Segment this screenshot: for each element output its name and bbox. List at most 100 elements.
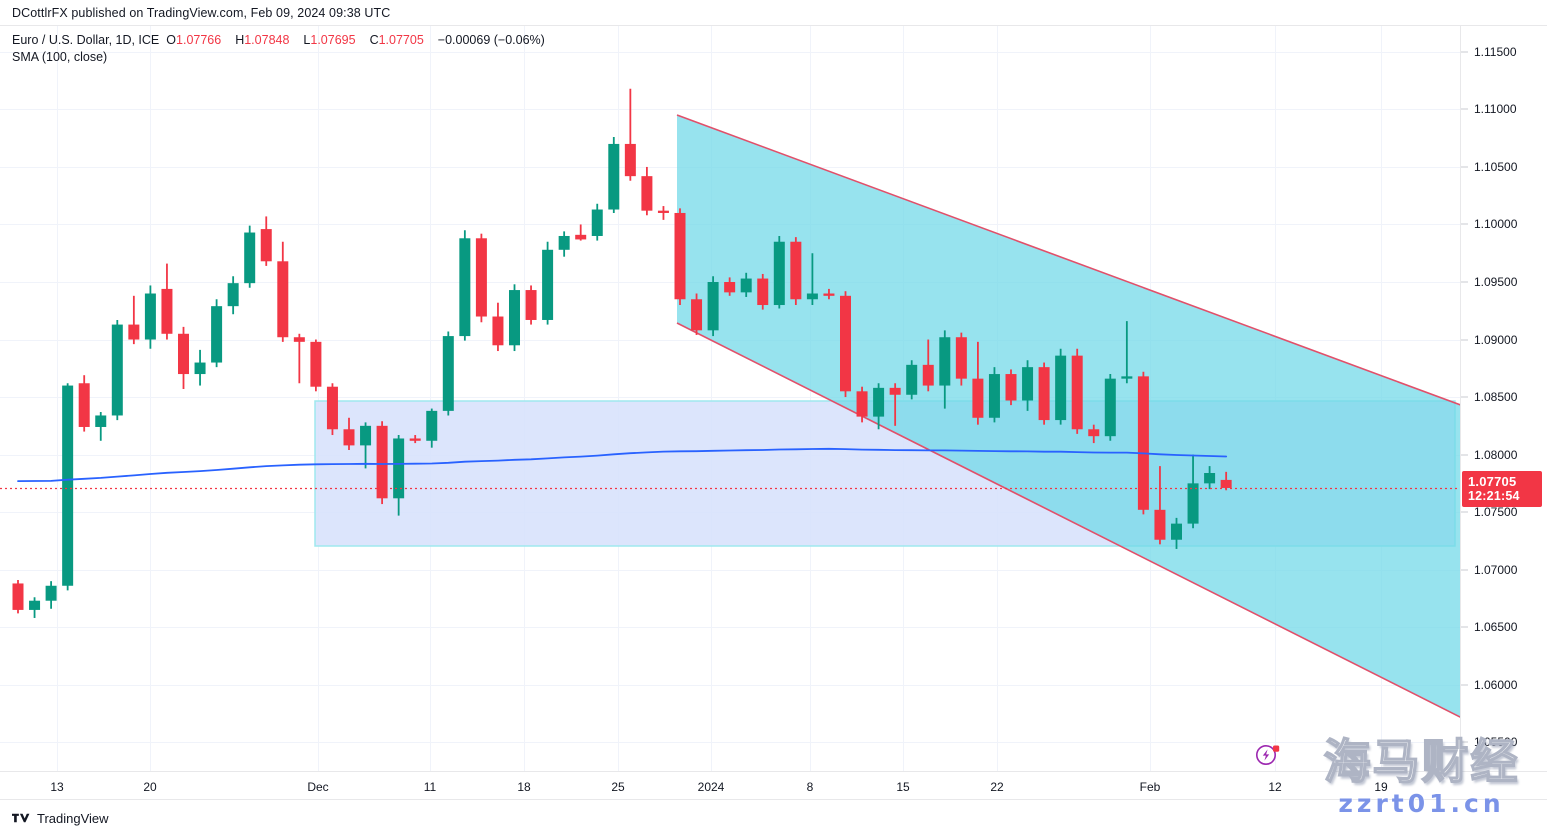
- price-tick-label: 1.08000: [1474, 447, 1518, 462]
- candle-body: [227, 283, 239, 307]
- candle-body: [260, 229, 272, 262]
- price-tick-dash: [1461, 741, 1468, 743]
- price-tick-dash: [1461, 51, 1468, 53]
- candle-body: [144, 293, 156, 340]
- ohlc-low: L1.07695: [303, 33, 356, 47]
- candle-body: [955, 337, 967, 379]
- candle-body: [1121, 376, 1133, 379]
- candlestick-series[interactable]: [12, 88, 1232, 618]
- candle-body: [393, 438, 405, 499]
- candle-body: [806, 293, 818, 300]
- price-tick-label: 1.05500: [1474, 735, 1518, 750]
- price-tick-dash: [1461, 454, 1468, 456]
- candle-body: [1055, 355, 1067, 421]
- chart-canvas: [0, 26, 1460, 771]
- time-tick-label: 25: [611, 780, 625, 794]
- candle-body: [773, 241, 785, 306]
- candle-body: [1104, 378, 1116, 437]
- candle-body: [988, 374, 1000, 418]
- indicator-label[interactable]: SMA (100, close): [12, 50, 108, 64]
- time-tick-label: 22: [990, 780, 1004, 794]
- high-value: 1.07848: [244, 33, 290, 47]
- candle-body: [12, 583, 24, 610]
- price-tick-dash: [1461, 684, 1468, 686]
- ohlc-high: H1.07848: [235, 33, 290, 47]
- close-value: 1.07705: [378, 33, 424, 47]
- price-tick-label: 1.10000: [1474, 217, 1518, 232]
- candle-body: [558, 235, 570, 250]
- price-tick-dash: [1461, 569, 1468, 571]
- candle-body: [95, 415, 107, 427]
- tradingview-logo[interactable]: TradingView: [12, 811, 109, 826]
- candle-body: [244, 232, 256, 284]
- chart-plot-area[interactable]: [0, 26, 1460, 771]
- price-tick-dash: [1461, 511, 1468, 513]
- price-tick-dash: [1461, 626, 1468, 628]
- candle-body: [525, 290, 537, 320]
- chart-legend: Euro / U.S. Dollar, 1D, ICE O1.07766 H1.…: [12, 33, 545, 65]
- candle-body: [1154, 509, 1166, 540]
- candle-body: [922, 364, 934, 386]
- candle-body: [360, 425, 372, 446]
- channel-lower-line[interactable]: [676, 322, 1460, 720]
- candle-body: [707, 282, 719, 331]
- candle-body: [575, 234, 587, 240]
- price-tick-dash: [1461, 339, 1468, 341]
- candle-body: [310, 341, 322, 387]
- price-tick-dash: [1461, 281, 1468, 283]
- time-scale[interactable]: 13 20 Dec 11 18 25 2024 8 15 22 Feb 12 19: [0, 771, 1547, 800]
- channel-upper-line[interactable]: [676, 114, 1460, 407]
- channel-fill[interactable]: [677, 115, 1460, 720]
- candle-body: [906, 364, 918, 395]
- candle-body: [1220, 479, 1232, 488]
- price-scale[interactable]: 1.11500 1.11000 1.10500 1.10000 1.09500 1.090…: [1460, 26, 1547, 807]
- change-value: −0.00069 (−0.06%): [437, 33, 545, 47]
- price-tick-label: 1.11500: [1474, 44, 1517, 59]
- time-tick-label: 20: [143, 780, 157, 794]
- low-value: 1.07695: [310, 33, 356, 47]
- ohlc-close: C1.07705: [369, 33, 424, 47]
- time-tick-label: 13: [50, 780, 64, 794]
- candle-body: [492, 316, 504, 346]
- time-tick-label: 11: [423, 780, 437, 794]
- candle-body: [459, 238, 471, 337]
- candle-body: [840, 295, 851, 392]
- candle-body: [873, 387, 885, 417]
- time-tick-label: 19: [1374, 780, 1388, 794]
- candle-body: [194, 362, 206, 375]
- candle-body: [889, 387, 901, 395]
- tradingview-logo-text: TradingView: [37, 810, 109, 826]
- candle-body: [1005, 374, 1017, 401]
- publisher-bar: DCottlrFX published on TradingView.com, …: [0, 0, 1547, 26]
- candle-body: [939, 337, 951, 386]
- candle-body: [591, 209, 603, 236]
- candle-body: [1088, 429, 1100, 437]
- candle-body: [343, 429, 355, 446]
- price-tick-dash: [1461, 223, 1468, 225]
- time-tick-label: Feb: [1139, 780, 1161, 794]
- candle-body: [790, 241, 802, 300]
- candle-body: [509, 290, 520, 346]
- publisher-text: DCottlrFX published on TradingView.com, …: [12, 5, 391, 20]
- sma-line[interactable]: [17, 447, 1228, 483]
- legend-row-ohlc: Euro / U.S. Dollar, 1D, ICE O1.07766 H1.…: [12, 33, 545, 48]
- current-price-value: 1.07705: [1468, 473, 1517, 489]
- candle-body: [1204, 473, 1216, 484]
- price-tick-label: 1.07500: [1474, 505, 1518, 520]
- alert-lightning-icon[interactable]: [1255, 741, 1281, 767]
- current-price-badge[interactable]: 1.07705 12:21:54: [1462, 470, 1542, 507]
- descending-parallel-channel[interactable]: [676, 114, 1460, 720]
- candle-body: [211, 306, 223, 363]
- candle-body: [111, 324, 123, 416]
- candle-body: [542, 249, 554, 320]
- price-tick-dash: [1461, 396, 1468, 398]
- time-tick-label: Dec: [307, 780, 329, 794]
- ohlc-open: O1.07766: [166, 33, 222, 47]
- price-tick-label: 1.11000: [1474, 102, 1517, 117]
- symbol-label[interactable]: Euro / U.S. Dollar, 1D, ICE: [12, 33, 160, 47]
- candle-body: [409, 438, 421, 441]
- bar-countdown: 12:21:54: [1468, 488, 1520, 503]
- price-tick-label: 1.09000: [1474, 332, 1518, 347]
- candle-body: [1022, 367, 1034, 401]
